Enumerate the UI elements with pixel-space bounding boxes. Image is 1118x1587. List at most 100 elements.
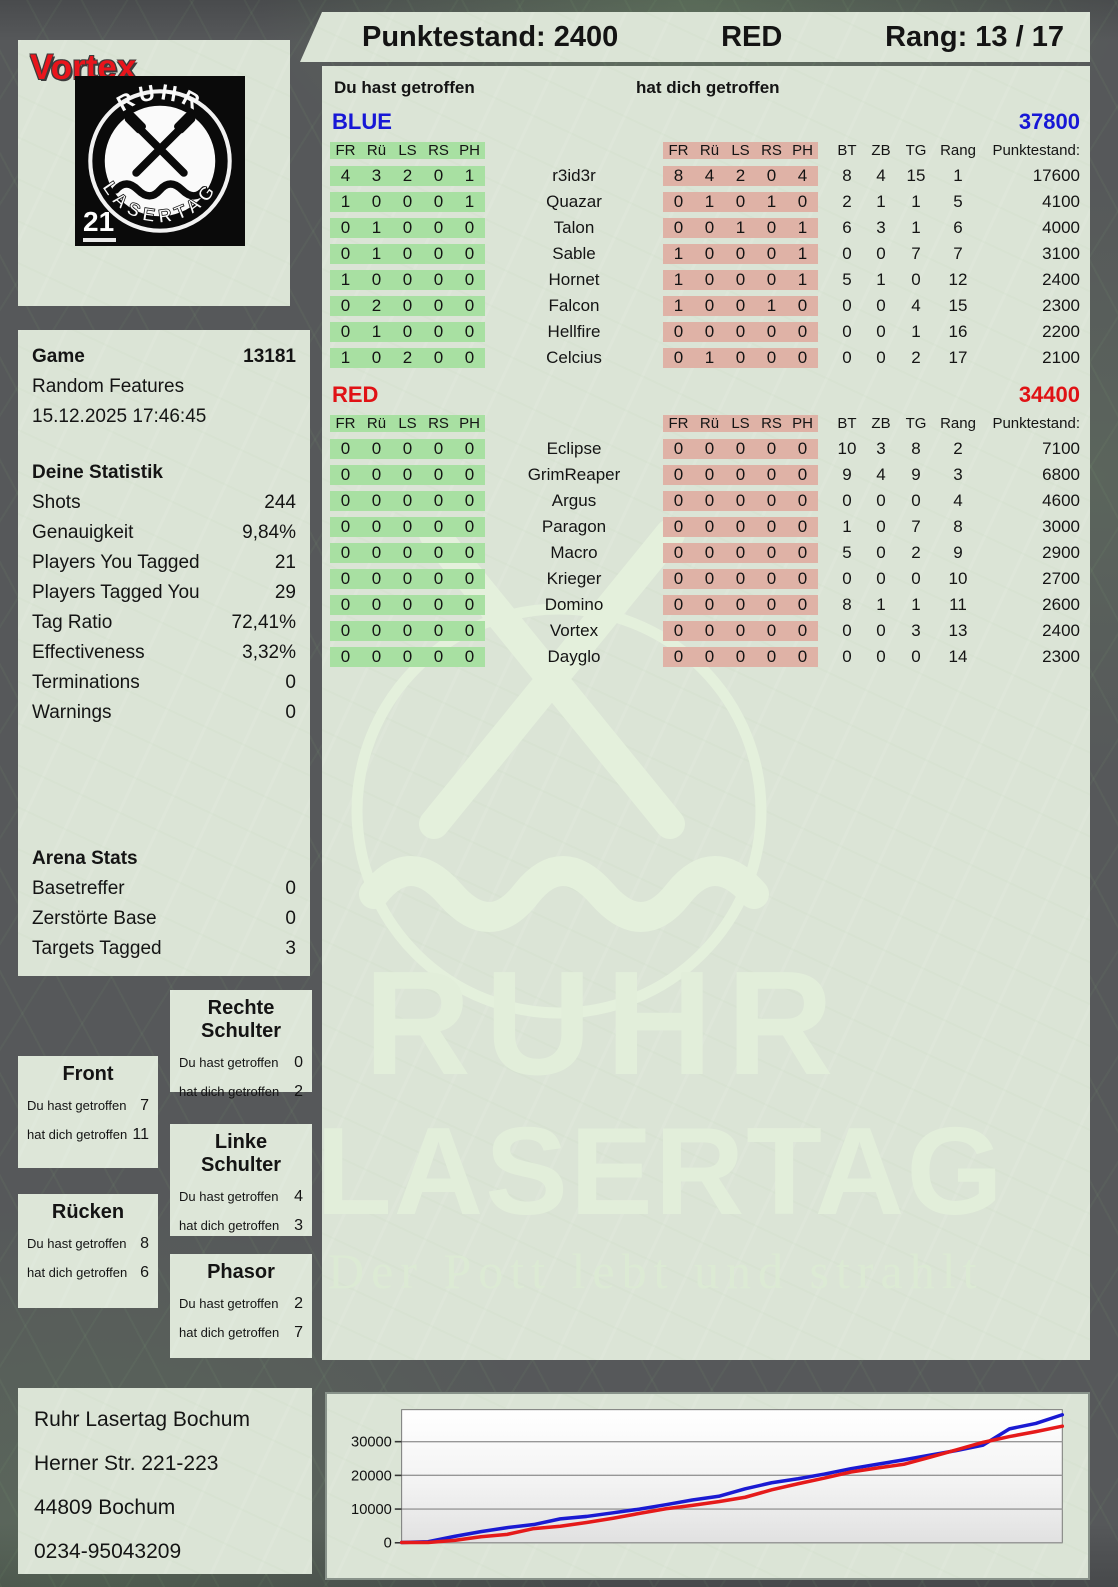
them-hit-cell: 2 <box>725 166 756 186</box>
team-header-blue: BLUE 37800 <box>330 106 1082 138</box>
you-hit-cell: 0 <box>392 517 423 537</box>
them-value: 3 <box>294 1217 303 1234</box>
you-hit-cell: 0 <box>454 439 485 459</box>
score-line-red <box>399 1424 1065 1545</box>
col-header-them: RS <box>756 415 787 432</box>
your-stat-value: 21 <box>274 552 296 573</box>
points-cell: 2900 <box>1042 543 1080 562</box>
your-stats-title: Deine Statistik <box>32 462 163 483</box>
them-hit-cell: 0 <box>787 465 818 485</box>
zb-cell: 0 <box>876 569 886 588</box>
them-hit-cell: 0 <box>756 543 787 563</box>
you-hit-cell: 0 <box>392 621 423 641</box>
address-line: Herner Str. 221-223 <box>34 1452 219 1475</box>
player-row: 1 0 0 0 1 Quazar 0 1 0 1 0 2 1 1 5 4100 <box>330 189 1082 215</box>
points-cell: 4000 <box>1042 218 1080 237</box>
player-row: 0 0 0 0 0 Domino 0 0 0 0 0 8 1 1 11 2600 <box>330 592 1082 618</box>
zb-cell: 1 <box>876 595 886 614</box>
them-label: hat dich getroffen <box>179 1218 280 1233</box>
hit-zone-you-row: Du hast getroffen 7 <box>27 1097 149 1115</box>
team-tables: BLUE 37800 FR Rü LS RS PH FR Rü LS RS PH BT ZB TG Rang P… <box>330 106 1082 678</box>
team-label: RED <box>721 20 783 53</box>
col-header-them: RS <box>756 142 787 159</box>
you-hit-cell: 0 <box>361 439 392 459</box>
you-hit-cell: 0 <box>392 543 423 563</box>
them-hit-cell: 0 <box>787 621 818 641</box>
arena-stats-rows: Basetreffer 0 Zerstörte Base 0 Targets Tagge… <box>32 874 296 964</box>
you-hit-cell: 0 <box>423 517 454 537</box>
them-value: 2 <box>294 1083 303 1100</box>
zb-cell: 4 <box>876 166 886 185</box>
zb-cell: 3 <box>876 218 886 237</box>
them-hit-cell: 0 <box>725 348 756 368</box>
your-stat-row: Tag Ratio 72,41% <box>32 608 296 638</box>
player-name-cell: Talon <box>553 218 595 237</box>
your-stats-rows: Shots 244 Genauigkeit 9,84% Players You Tagg… <box>32 488 296 728</box>
arena-stat-row: Targets Tagged 3 <box>32 934 296 964</box>
them-hit-cell: 0 <box>756 439 787 459</box>
player-row: 1 0 0 0 0 Hornet 1 0 0 0 1 5 1 0 12 2400 <box>330 267 1082 293</box>
hit-zone-you-row: Du hast getroffen 4 <box>179 1188 303 1206</box>
bt-cell: 0 <box>842 569 852 588</box>
them-hit-cell: 0 <box>694 465 725 485</box>
player-name-cell: Sable <box>552 244 596 263</box>
you-hit-cell: 0 <box>361 569 392 589</box>
arena-stats-title: Arena Stats <box>32 848 138 869</box>
player-row: 0 0 0 0 0 GrimReaper 0 0 0 0 0 9 4 9 3 6800 <box>330 462 1082 488</box>
tg-cell: 1 <box>911 595 921 614</box>
team-header-red: RED 34400 <box>330 379 1082 411</box>
tg-cell: 7 <box>911 244 921 263</box>
player-row: 4 3 2 0 1 r3id3r 8 4 2 0 4 8 4 15 1 17600 <box>330 163 1082 189</box>
them-hit-cell: 0 <box>663 517 694 537</box>
bt-cell: 1 <box>842 517 852 536</box>
you-hit-cell: 0 <box>361 517 392 537</box>
player-name-cell: Dayglo <box>547 647 601 666</box>
them-hit-cell: 1 <box>756 192 787 212</box>
them-hit-cell: 0 <box>694 491 725 511</box>
you-hit-cell: 0 <box>454 465 485 485</box>
hit-zone-ruecken: Rücken Du hast getroffen 8 hat dich getroff… <box>18 1194 158 1308</box>
you-hit-cell: 3 <box>361 166 392 186</box>
hit-zone-you-row: Du hast getroffen 0 <box>179 1054 303 1072</box>
you-hit-cell: 2 <box>392 348 423 368</box>
them-hit-cell: 0 <box>663 491 694 511</box>
you-hit-cell: 0 <box>454 595 485 615</box>
you-hit-cell: 0 <box>454 569 485 589</box>
player-row: 0 0 0 0 0 Dayglo 0 0 0 0 0 0 0 0 14 2300 <box>330 644 1082 670</box>
them-hit-cell: 0 <box>756 244 787 264</box>
score-chart-panel: 0 10000 20000 30000 <box>325 1392 1090 1580</box>
you-hit-cell: 0 <box>330 322 361 342</box>
your-stat-row: Effectiveness 3,32% <box>32 638 296 668</box>
column-header-row: FR Rü LS RS PH FR Rü LS RS PH BT ZB TG Rang Punktestan… <box>330 138 1082 163</box>
zb-cell: 0 <box>876 491 886 510</box>
them-hit-cell: 1 <box>694 348 725 368</box>
you-hit-cell: 0 <box>423 192 454 212</box>
rank-cell: 4 <box>953 491 963 510</box>
player-row: 0 2 0 0 0 Falcon 1 0 0 1 0 0 0 4 15 2300 <box>330 293 1082 319</box>
your-stat-value: 244 <box>264 492 296 513</box>
col-header-you: Rü <box>361 142 392 159</box>
them-hit-cell: 0 <box>663 218 694 238</box>
player-row: 0 0 0 0 0 Vortex 0 0 0 0 0 0 0 3 13 2400 <box>330 618 1082 644</box>
you-hit-cell: 0 <box>361 543 392 563</box>
game-label: Game <box>32 346 85 367</box>
player-name-cell: Macro <box>550 543 598 562</box>
wave-icon <box>112 180 208 200</box>
you-hit-cell: 0 <box>330 465 361 485</box>
you-hit-cell: 1 <box>330 270 361 290</box>
them-hit-cell: 0 <box>694 569 725 589</box>
them-hit-cell: 8 <box>663 166 694 186</box>
hit-zone-them-row: hat dich getroffen 7 <box>179 1324 303 1342</box>
them-hit-cell: 0 <box>725 517 756 537</box>
your-stat-label: Warnings <box>32 702 112 723</box>
them-hit-cell: 1 <box>787 244 818 264</box>
zb-cell: 0 <box>876 543 886 562</box>
hit-zone-linke: Linke Schulter Du hast getroffen 4 hat dich… <box>170 1124 312 1236</box>
rank-cell: 5 <box>953 192 963 211</box>
col-header-you: FR <box>330 142 361 159</box>
your-stat-value: 0 <box>285 702 296 723</box>
col-header-you: Rü <box>361 415 392 432</box>
bt-cell: 10 <box>837 439 857 458</box>
points-cell: 2400 <box>1042 621 1080 640</box>
